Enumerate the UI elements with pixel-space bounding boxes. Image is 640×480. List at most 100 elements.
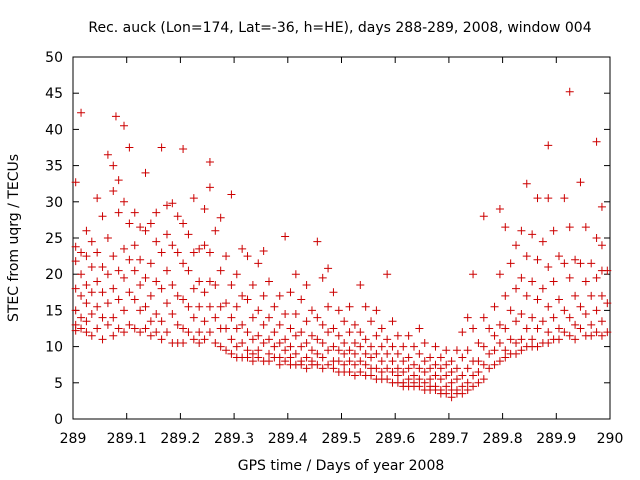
data-point <box>507 306 515 314</box>
data-point <box>496 339 504 347</box>
data-point <box>512 317 520 325</box>
data-point <box>458 328 466 336</box>
data-point <box>469 382 477 390</box>
data-point <box>276 339 284 347</box>
data-point <box>104 234 112 242</box>
data-point <box>109 162 117 170</box>
data-point <box>265 357 273 365</box>
data-point <box>480 314 488 322</box>
data-point <box>453 364 461 372</box>
data-point <box>104 270 112 278</box>
data-point <box>163 328 171 336</box>
data-point <box>244 346 252 354</box>
data-point <box>534 194 542 202</box>
data-point <box>244 252 252 260</box>
data-point <box>415 364 423 372</box>
data-point <box>297 361 305 369</box>
data-point <box>152 328 160 336</box>
data-point <box>367 372 375 380</box>
data-point <box>431 361 439 369</box>
data-point <box>351 361 359 369</box>
data-point <box>158 285 166 293</box>
data-point <box>292 270 300 278</box>
data-point <box>227 335 235 343</box>
data-point <box>587 321 595 329</box>
data-point <box>340 350 348 358</box>
data-point <box>125 144 133 152</box>
data-point <box>367 317 375 325</box>
data-point <box>560 306 568 314</box>
data-point <box>367 343 375 351</box>
data-point <box>501 325 509 333</box>
data-point <box>163 299 171 307</box>
data-point <box>190 335 198 343</box>
data-point <box>286 325 294 333</box>
data-point <box>415 382 423 390</box>
data-point <box>512 350 520 358</box>
data-point <box>120 328 128 336</box>
data-point <box>168 281 176 289</box>
data-point <box>523 325 531 333</box>
data-point <box>136 328 144 336</box>
data-point <box>238 321 246 329</box>
data-point <box>394 350 402 358</box>
data-point <box>319 364 327 372</box>
data-point <box>383 375 391 383</box>
data-point <box>99 314 107 322</box>
data-point <box>469 270 477 278</box>
data-point <box>437 364 445 372</box>
data-point <box>206 158 214 166</box>
data-point <box>534 343 542 351</box>
data-point <box>485 325 493 333</box>
data-point <box>501 346 509 354</box>
data-point <box>598 292 606 300</box>
y-tick-label: 45 <box>45 86 63 102</box>
data-point <box>141 274 149 282</box>
y-axis-label: STEC from uqrg / TECUs <box>6 154 22 322</box>
data-point <box>329 288 337 296</box>
data-point <box>474 357 482 365</box>
data-point <box>227 191 235 199</box>
data-point <box>281 346 289 354</box>
data-point <box>324 264 332 272</box>
data-point <box>405 364 413 372</box>
data-point <box>356 343 364 351</box>
data-point <box>539 317 547 325</box>
data-point <box>496 321 504 329</box>
data-point <box>431 343 439 351</box>
data-point <box>469 372 477 380</box>
data-point <box>571 321 579 329</box>
x-tick-label: 289 <box>60 431 87 447</box>
data-point <box>544 328 552 336</box>
data-point <box>523 180 531 188</box>
data-point <box>141 325 149 333</box>
data-point <box>501 292 509 300</box>
data-point <box>555 335 563 343</box>
data-point <box>120 122 128 130</box>
data-point <box>125 321 133 329</box>
y-tick-label: 30 <box>45 195 63 211</box>
data-point <box>378 357 386 365</box>
data-point <box>93 277 101 285</box>
data-point <box>394 372 402 380</box>
data-point <box>544 339 552 347</box>
data-point <box>534 325 542 333</box>
data-point <box>410 372 418 380</box>
data-point <box>158 335 166 343</box>
data-point <box>281 310 289 318</box>
data-point <box>351 321 359 329</box>
data-point <box>571 256 579 264</box>
data-point <box>528 277 536 285</box>
data-point <box>184 328 192 336</box>
data-point <box>260 247 268 255</box>
data-point <box>566 88 574 96</box>
data-point <box>93 303 101 311</box>
data-point <box>77 292 85 300</box>
data-point <box>222 325 230 333</box>
data-point <box>190 194 198 202</box>
data-point <box>168 199 176 207</box>
data-point <box>217 303 225 311</box>
data-point <box>491 303 499 311</box>
data-point <box>179 145 187 153</box>
data-point <box>389 357 397 365</box>
